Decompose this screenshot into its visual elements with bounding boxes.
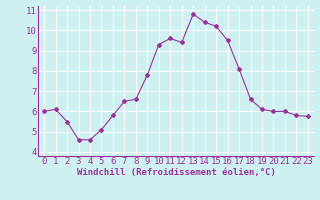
X-axis label: Windchill (Refroidissement éolien,°C): Windchill (Refroidissement éolien,°C)	[76, 168, 276, 177]
